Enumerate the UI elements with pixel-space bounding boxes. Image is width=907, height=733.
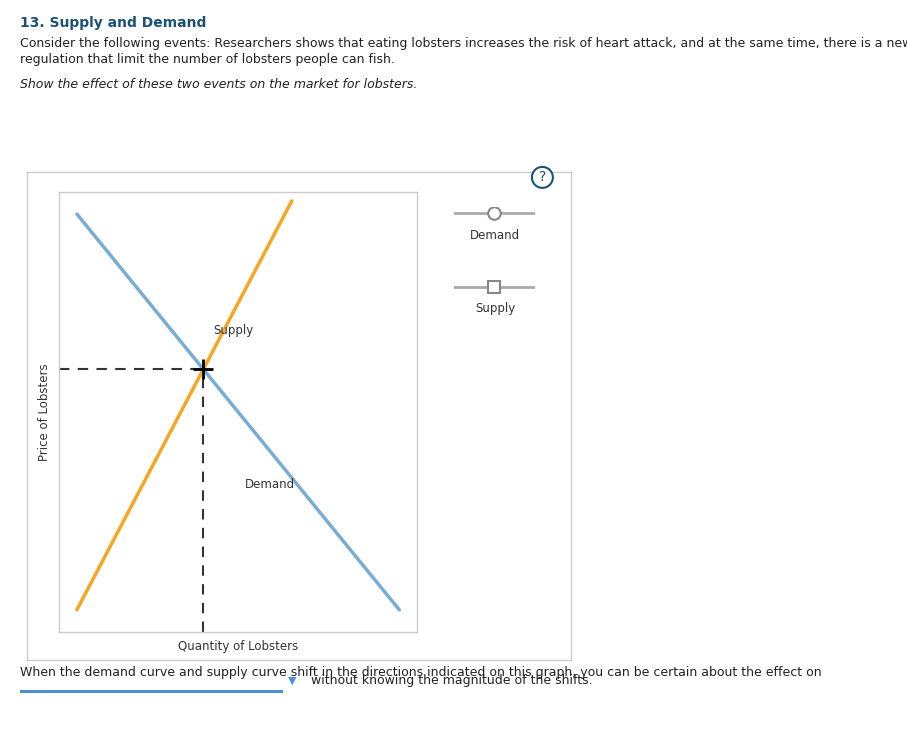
Text: Show the effect of these two events on the market for lobsters.: Show the effect of these two events on t… [20,78,417,92]
Text: Demand: Demand [470,229,521,242]
Text: regulation that limit the number of lobsters people can fish.: regulation that limit the number of lobs… [20,53,395,66]
Y-axis label: Price of Lobsters: Price of Lobsters [37,363,51,461]
Text: Supply: Supply [213,324,253,337]
Text: Consider the following events: Researchers shows that eating lobsters increases : Consider the following events: Researche… [20,37,907,50]
Text: When the demand curve and supply curve shift in the directions indicated on this: When the demand curve and supply curve s… [20,666,822,679]
Text: 13. Supply and Demand: 13. Supply and Demand [20,16,206,30]
Text: without knowing the magnitude of the shifts.: without knowing the magnitude of the shi… [307,674,592,687]
Text: Supply: Supply [475,302,515,315]
Text: ?: ? [539,170,546,185]
Text: ▼: ▼ [288,675,297,685]
X-axis label: Quantity of Lobsters: Quantity of Lobsters [178,640,298,653]
Text: Demand: Demand [245,478,296,491]
